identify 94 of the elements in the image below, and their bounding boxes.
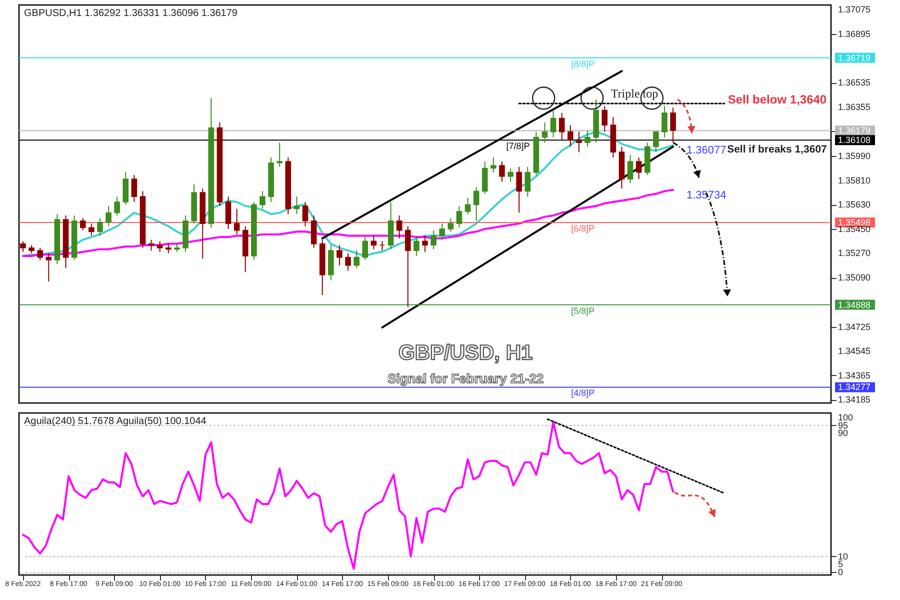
candlestick bbox=[225, 196, 232, 230]
y-tick-label: 1.36535 bbox=[838, 78, 871, 88]
ref-line-label: [5/8]P bbox=[571, 306, 595, 316]
y-tick-label: 1.34888 bbox=[838, 300, 871, 310]
ref-line-label: [8/8]P bbox=[571, 58, 595, 69]
candlestick bbox=[482, 161, 488, 194]
candlestick bbox=[114, 196, 120, 216]
candlestick bbox=[508, 168, 514, 182]
candlestick bbox=[354, 250, 360, 269]
y-tick-label: 1.36895 bbox=[838, 29, 871, 40]
candlestick bbox=[653, 131, 659, 153]
candlestick bbox=[362, 235, 368, 260]
candlestick bbox=[156, 240, 163, 252]
y-tick-label: 1.36355 bbox=[838, 102, 871, 112]
y-tick-label: 95 bbox=[838, 420, 848, 430]
y-tick-label: 1.36179 bbox=[838, 126, 871, 136]
candlestick bbox=[294, 196, 300, 215]
y-tick-label: 1.34365 bbox=[838, 370, 871, 380]
annotation: GBPUSD,H1 1.36292 1.36331 1.36096 1.36179 bbox=[24, 8, 238, 19]
candlestick bbox=[524, 166, 531, 198]
candlestick bbox=[88, 223, 94, 236]
annotation: Sell if breaks 1,3607 bbox=[727, 143, 828, 156]
candlestick bbox=[404, 226, 411, 308]
ref-line-label: [4/8]P bbox=[571, 388, 595, 398]
candlestick bbox=[370, 235, 377, 250]
candlestick bbox=[234, 208, 240, 235]
candlestick bbox=[464, 197, 471, 215]
candlestick bbox=[584, 130, 590, 148]
candlestick bbox=[430, 230, 436, 250]
annotation: Aguila(240) 51.7678 Aguila(50) 100.1044 bbox=[24, 416, 207, 427]
y-tick-label: 1.34277 bbox=[838, 382, 871, 392]
annotation: Triple top bbox=[610, 86, 658, 100]
candlestick bbox=[122, 172, 129, 206]
y-tick-label: 1.35270 bbox=[838, 248, 871, 258]
candlestick bbox=[568, 124, 574, 148]
y-tick-label: 1.35810 bbox=[838, 175, 871, 186]
candlestick bbox=[336, 244, 342, 266]
candlestick bbox=[80, 218, 86, 231]
candlestick bbox=[490, 156, 496, 173]
candlestick bbox=[636, 156, 642, 180]
candlestick bbox=[276, 142, 282, 168]
candlestick bbox=[379, 240, 386, 252]
candlestick bbox=[627, 154, 634, 184]
y-tick-label: 100 bbox=[838, 412, 854, 423]
candlestick bbox=[662, 106, 668, 138]
y-tick-label: 90 bbox=[838, 428, 848, 438]
candlestick bbox=[576, 131, 582, 153]
candlestick bbox=[542, 122, 548, 144]
candlestick bbox=[456, 206, 462, 228]
candlestick bbox=[499, 161, 505, 182]
ref-line-label: [6/8]P bbox=[571, 223, 595, 234]
candlestick bbox=[516, 166, 522, 214]
candlestick bbox=[37, 247, 44, 260]
y-tick-label: 1.35990 bbox=[838, 151, 871, 162]
y-tick-label: 10 bbox=[838, 551, 848, 562]
y-tick-label: 1.37075 bbox=[838, 4, 871, 15]
candlestick bbox=[260, 190, 266, 210]
candlestick bbox=[106, 206, 112, 227]
candlestick bbox=[97, 218, 103, 236]
annotation: Sell below 1,3640 bbox=[728, 92, 827, 106]
annotation: 1.36077 bbox=[686, 144, 726, 157]
candlestick bbox=[414, 235, 420, 256]
y-tick-label: 1.35630 bbox=[838, 200, 871, 210]
candlestick bbox=[310, 214, 317, 248]
y-tick-label: 1.34725 bbox=[838, 322, 871, 332]
annotation: 1.35734 bbox=[686, 190, 726, 202]
y-tick-label: 1.34545 bbox=[838, 346, 871, 356]
candlestick bbox=[345, 252, 351, 272]
y-tick-label: 1.35090 bbox=[838, 272, 871, 283]
y-tick-label: 5 bbox=[838, 559, 844, 570]
candlestick bbox=[396, 214, 402, 239]
candlestick bbox=[602, 106, 608, 132]
candlestick bbox=[20, 240, 26, 252]
line-series bbox=[22, 188, 674, 257]
y-tick-label: 1.36108 bbox=[838, 135, 871, 146]
ref-line-label: [7/8]P bbox=[506, 141, 530, 152]
candlestick bbox=[131, 174, 138, 202]
candlestick bbox=[166, 243, 172, 254]
candlestick bbox=[670, 107, 676, 144]
line-series bbox=[22, 130, 674, 257]
candlestick bbox=[439, 223, 446, 240]
y-tick-label: 1.36719 bbox=[838, 52, 871, 63]
candlestick bbox=[473, 186, 480, 222]
text: Signal for February 21-22 bbox=[388, 371, 544, 386]
y-tick-label: 1.34185 bbox=[838, 394, 871, 405]
candlestick bbox=[448, 218, 454, 232]
candlestick bbox=[422, 235, 428, 252]
candlestick bbox=[148, 239, 154, 252]
text: GBP/USD, H1 bbox=[398, 341, 534, 364]
candlestick bbox=[558, 112, 565, 140]
candlestick bbox=[46, 252, 52, 282]
candlestick bbox=[550, 110, 556, 138]
candlestick bbox=[302, 201, 308, 227]
y-tick-label: 0 bbox=[838, 566, 844, 577]
